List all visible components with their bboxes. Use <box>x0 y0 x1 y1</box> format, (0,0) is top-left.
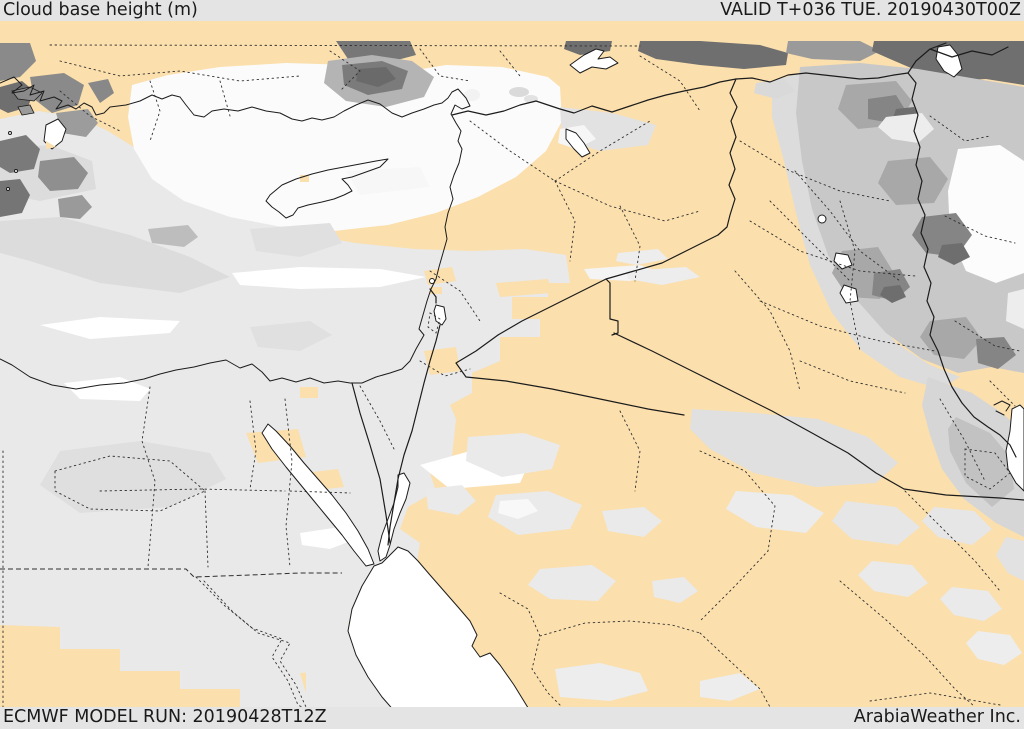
mediterranean-coast <box>0 76 471 390</box>
egypt-israel-border <box>351 382 391 544</box>
brand-label: ArabiaWeather Inc. <box>853 707 1021 727</box>
lake-tharthar <box>817 214 827 224</box>
keban-reservoir <box>569 48 619 74</box>
gulf-of-aqaba <box>377 472 411 562</box>
iraq-iran-border <box>907 72 1017 458</box>
ataturk-reservoir <box>565 128 591 158</box>
country-border-layer <box>0 42 1024 578</box>
cyprus-coast <box>265 158 389 219</box>
cloud-layer <box>0 41 1024 707</box>
jordan-valley-border <box>387 288 441 546</box>
iraq-saudi-border <box>613 332 1024 501</box>
admin-border-layer <box>2 44 1021 707</box>
turkey-south-border <box>451 72 909 116</box>
aegean-island <box>11 86 43 102</box>
lake-razzaza <box>833 252 853 270</box>
gulf-of-suez <box>261 423 375 567</box>
valid-time-label: VALID T+036 TUE. 20190430T00Z <box>720 0 1021 20</box>
nile-river <box>195 576 303 707</box>
model-run-label: ECMWF MODEL RUN: 20190428T12Z <box>3 707 327 727</box>
caucasus-borders <box>907 42 1009 74</box>
iraq-saudi-corner <box>605 278 619 336</box>
aegean-island <box>17 104 35 116</box>
coastline-layer <box>0 76 471 390</box>
persian-gulf <box>1005 404 1024 492</box>
footer-bar: ECMWF MODEL RUN: 20190428T12Z ArabiaWeat… <box>0 707 1024 729</box>
header-bar: Cloud base height (m) VALID T+036 TUE. 2… <box>0 0 1024 21</box>
lake-tuz <box>464 89 480 101</box>
rhodes-island <box>43 118 67 150</box>
nile-river <box>203 580 307 707</box>
red-sea <box>347 546 529 707</box>
water-layer <box>261 400 1024 707</box>
jordan-saudi-border <box>455 334 685 416</box>
egypt-sudan-border <box>0 568 342 578</box>
dead-sea <box>433 304 447 326</box>
page-title: Cloud base height (m) <box>3 0 198 20</box>
lake-habbaniyah <box>839 284 859 304</box>
weather-map <box>0 21 1024 707</box>
syria-iraq-border <box>717 78 738 236</box>
map-canvas <box>0 21 1024 707</box>
islands-layer <box>6 86 67 191</box>
